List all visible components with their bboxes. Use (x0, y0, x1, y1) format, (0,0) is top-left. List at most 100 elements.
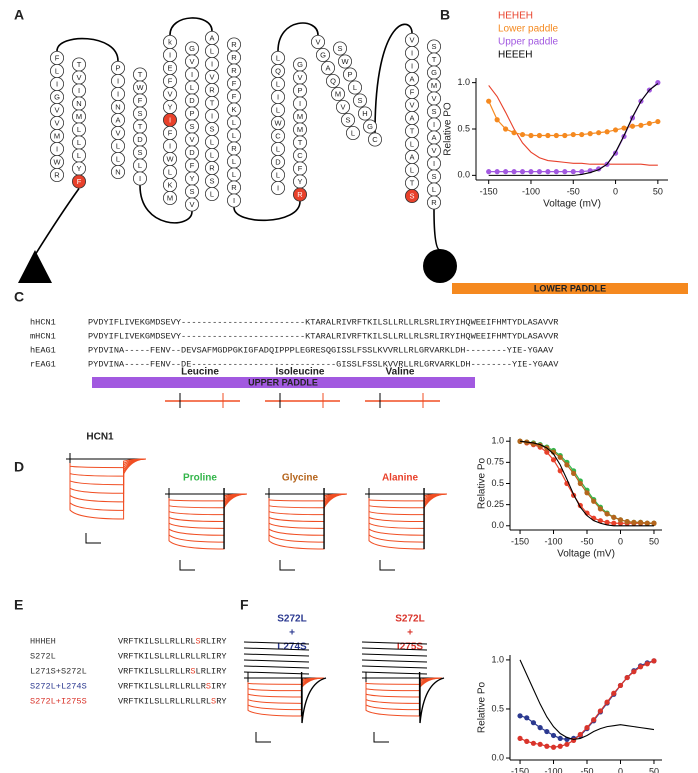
residue-letter: I (169, 141, 171, 150)
data-point (524, 715, 530, 721)
data-point (651, 520, 657, 526)
data-point (553, 132, 559, 139)
residue-letter: R (231, 66, 237, 75)
data-point (564, 741, 570, 747)
data-point (503, 169, 509, 175)
residue-letter: P (115, 63, 120, 72)
residue-letter: G (297, 60, 303, 69)
current-trace (69, 458, 147, 503)
y-tick-label: 0.5 (457, 123, 470, 133)
residue-letter: G (320, 50, 326, 59)
data-point (537, 725, 543, 731)
data-point (597, 506, 603, 512)
residue-letter: T (432, 55, 437, 64)
construct-name: S272L+I275S (30, 696, 87, 706)
residue-letter: V (76, 73, 81, 82)
construct-seq: IRY (211, 681, 227, 691)
x-tick-label: 0 (618, 766, 623, 773)
mutant-label: I275S (397, 642, 423, 653)
residue (335, 100, 350, 115)
residue-letter: R (231, 144, 237, 153)
y-tick-label: 1.0 (457, 77, 470, 87)
y-tick-label: 0.0 (491, 752, 504, 762)
residue-letter: W (136, 83, 144, 92)
current-trace (361, 671, 428, 675)
residue-letter: L (232, 118, 236, 127)
scale-bar (373, 732, 389, 743)
residue-letter: Q (330, 76, 336, 85)
residue-letter: I (56, 79, 58, 88)
residue-letter: V (209, 72, 214, 81)
residue-letter: Y (189, 174, 194, 183)
data-point (604, 511, 610, 517)
residue-letter: A (325, 63, 330, 72)
residue (337, 54, 352, 69)
construct-seq: RY (216, 696, 226, 706)
data-point (596, 130, 602, 136)
residue-letter: V (189, 200, 194, 209)
residue-letter: L (210, 189, 214, 198)
legend-entry: Lower paddle (498, 24, 558, 35)
tail-trace (419, 677, 445, 724)
x-tick-label: -50 (567, 186, 580, 196)
residue-letter: T (77, 60, 82, 69)
residue-letter: C (275, 131, 281, 140)
residue-letter: F (138, 96, 143, 105)
data-point (597, 518, 603, 524)
current-trace (365, 677, 443, 711)
residue-letter: R (209, 85, 215, 94)
residue-letter: S (209, 176, 214, 185)
data-point (604, 129, 610, 135)
panel-label: F (240, 597, 249, 613)
residue (315, 48, 330, 63)
residue (325, 74, 340, 89)
data-point (646, 120, 652, 127)
residue (72, 174, 87, 189)
residue-letter: L (77, 125, 81, 134)
residue-letter: P (347, 70, 352, 79)
residue (132, 171, 147, 186)
residue-letter: G (431, 68, 437, 77)
residue-letter: T (410, 126, 415, 135)
legend-entry: Upper paddle (498, 37, 558, 48)
current-trace (168, 493, 248, 529)
residue-letter: I (233, 196, 235, 205)
trace-label: Isoleucine (276, 367, 325, 378)
scale-bar (179, 560, 195, 571)
data-point (604, 519, 610, 525)
residue-letter: W (274, 118, 282, 127)
trace-label: Alanine (382, 473, 419, 484)
data-point (519, 169, 526, 175)
upper-paddle-label: UPPER PADDLE (248, 377, 318, 387)
lower-paddle-bar (452, 283, 688, 294)
residue-letter: D (137, 135, 143, 144)
residue-letter: S (189, 187, 194, 196)
data-point (494, 117, 500, 123)
residue-letter: T (410, 178, 415, 187)
residue-letter: L (410, 139, 414, 148)
residue-letter: I (433, 159, 435, 168)
x-tick-label: -100 (522, 186, 540, 196)
residue-letter: V (315, 37, 320, 46)
residue-letter: L (116, 154, 120, 163)
residue-letter: V (409, 100, 414, 109)
residue (292, 187, 307, 202)
data-point (537, 741, 543, 747)
residue (320, 61, 335, 76)
data-point (611, 514, 617, 520)
residue-letter: I (56, 144, 58, 153)
residue-letter: S (409, 191, 414, 200)
current-trace (361, 641, 428, 645)
residue-letter: L (190, 83, 194, 92)
residue-letter: V (189, 135, 194, 144)
current-trace (247, 677, 325, 711)
residue (426, 195, 441, 210)
residue-letter: D (189, 96, 195, 105)
seq-name: hEAG1 (30, 345, 56, 355)
construct-name: S272L (30, 651, 56, 661)
residue-letter: S (431, 42, 436, 51)
residue-letter: V (340, 102, 345, 111)
residue (111, 164, 126, 179)
residue-letter: C (297, 151, 303, 160)
data-point (503, 126, 509, 132)
